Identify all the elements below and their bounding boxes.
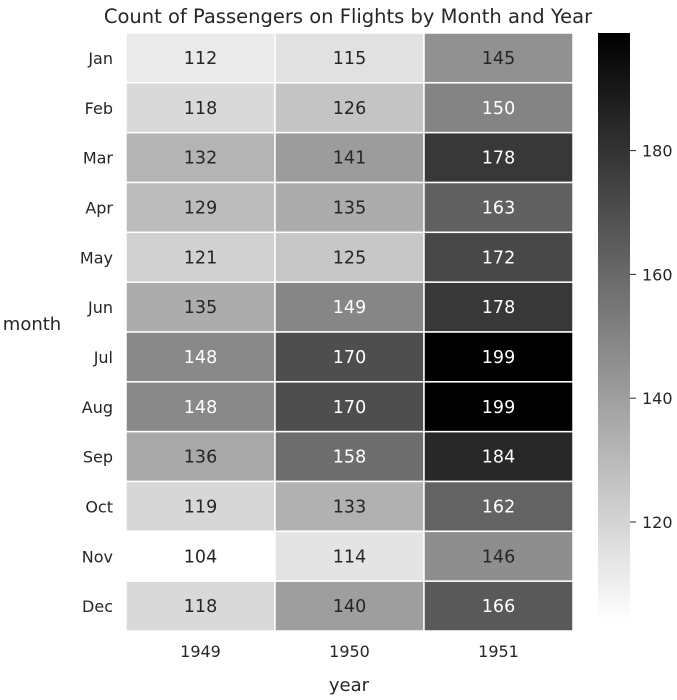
heatmap-cell [423,580,574,632]
colorbar-tick-label: 140 [642,389,673,408]
cell-value-label: 104 [184,547,217,567]
heatmap-cell [423,181,574,234]
heatmap-cell [274,381,425,433]
heatmap-cell [125,530,276,582]
cell-value-label: 115 [333,49,366,69]
heatmap-cell [125,32,276,84]
cell-value-label: 148 [184,348,217,368]
cell-value-label: 135 [184,298,217,318]
y-tick-label: Mar [83,149,114,168]
y-tick-label: Nov [82,547,113,566]
heatmap-cell [274,32,425,84]
heatmap-cell [274,480,425,533]
heatmap-cells [125,32,574,632]
cell-value-label: 126 [333,99,366,119]
cell-value-label: 178 [482,298,515,318]
heatmap-cell [274,281,425,333]
cell-value-label: 141 [333,149,366,169]
heatmap-cell [125,331,276,383]
y-tick-label: Feb [85,99,113,118]
cell-value-label: 121 [184,248,217,268]
y-tick-label: Aug [82,398,113,417]
colorbar-tick-label: 160 [642,265,673,284]
heatmap-cell [274,580,425,632]
y-tick-label: May [80,248,113,267]
heatmap-cell [125,181,276,234]
cell-value-label: 145 [482,49,515,69]
cell-value-label: 133 [333,497,366,517]
cell-value-label: 129 [184,198,217,218]
cell-value-label: 163 [482,198,515,218]
colorbar: 120 140 160 180 [598,33,673,621]
cell-value-label: 146 [482,547,515,567]
cell-value-label: 148 [184,398,217,418]
heatmap-cell [423,381,574,433]
heatmap-cell [125,580,276,632]
cell-value-label: 136 [184,448,217,468]
x-tick-label: 1951 [478,642,519,661]
cell-value-label: 112 [184,49,217,69]
cell-value-label: 184 [482,448,515,468]
heatmap-cell [125,381,276,433]
cell-value-label: 170 [333,398,366,418]
heatmap-cell [423,32,574,84]
y-tick-label: Oct [85,497,113,516]
x-tick-labels: 1949 1950 1951 [180,642,519,661]
cell-value-label: 150 [482,99,515,119]
heatmap-cell [125,281,276,333]
heatmap-cell [423,82,574,134]
cell-value-label: 119 [184,497,217,517]
x-tick-label: 1949 [180,642,221,661]
x-tick-label: 1950 [329,642,370,661]
cell-value-label: 125 [333,248,366,268]
cell-value-label: 114 [333,547,366,567]
y-tick-label: Apr [85,198,113,217]
cell-value-label: 199 [482,398,515,418]
y-tick-label: Sep [83,448,113,467]
y-tick-label: Jul [93,348,113,367]
y-axis-label: month [3,314,61,335]
cell-value-label: 162 [482,497,515,517]
heatmap-cell [274,131,425,184]
cell-value-label: 172 [482,248,515,268]
cell-value-label: 140 [333,597,366,617]
heatmap-cell [274,331,425,383]
y-tick-label: Jun [87,298,113,317]
y-tick-label: Jan [87,49,113,68]
cell-value-label: 170 [333,348,366,368]
heatmap-cell [423,281,574,333]
heatmap-cell [423,480,574,533]
cell-value-label: 166 [482,597,515,617]
colorbar-tick-label: 120 [642,513,673,532]
cell-value-label: 132 [184,149,217,169]
cell-value-label: 118 [184,597,217,617]
heatmap-cell [423,331,574,383]
heatmap-cell [125,480,276,533]
colorbar-gradient [598,33,630,621]
cell-value-label: 149 [333,298,366,318]
y-tick-labels: Jan Feb Mar Apr May Jun Jul Aug Sep Oct Nov Dec [80,49,114,616]
y-tick-label: Dec [82,597,113,616]
cell-value-label: 158 [333,448,366,468]
cell-value-label: 178 [482,149,515,169]
cell-value-label: 135 [333,198,366,218]
heatmap-cell [423,530,574,582]
cell-value-label: 199 [482,348,515,368]
x-axis-label: year [329,675,370,696]
heatmap-cell [274,231,425,283]
heatmap-cell-labels: 112 115 145 118 126 150 132 141 178 129 135 163 121 1… [184,49,515,617]
chart-title: Count of Passengers on Flights by Month … [104,5,593,28]
colorbar-tick-label: 180 [642,142,673,161]
heatmap-cell [423,430,574,483]
cell-value-label: 118 [184,99,217,119]
